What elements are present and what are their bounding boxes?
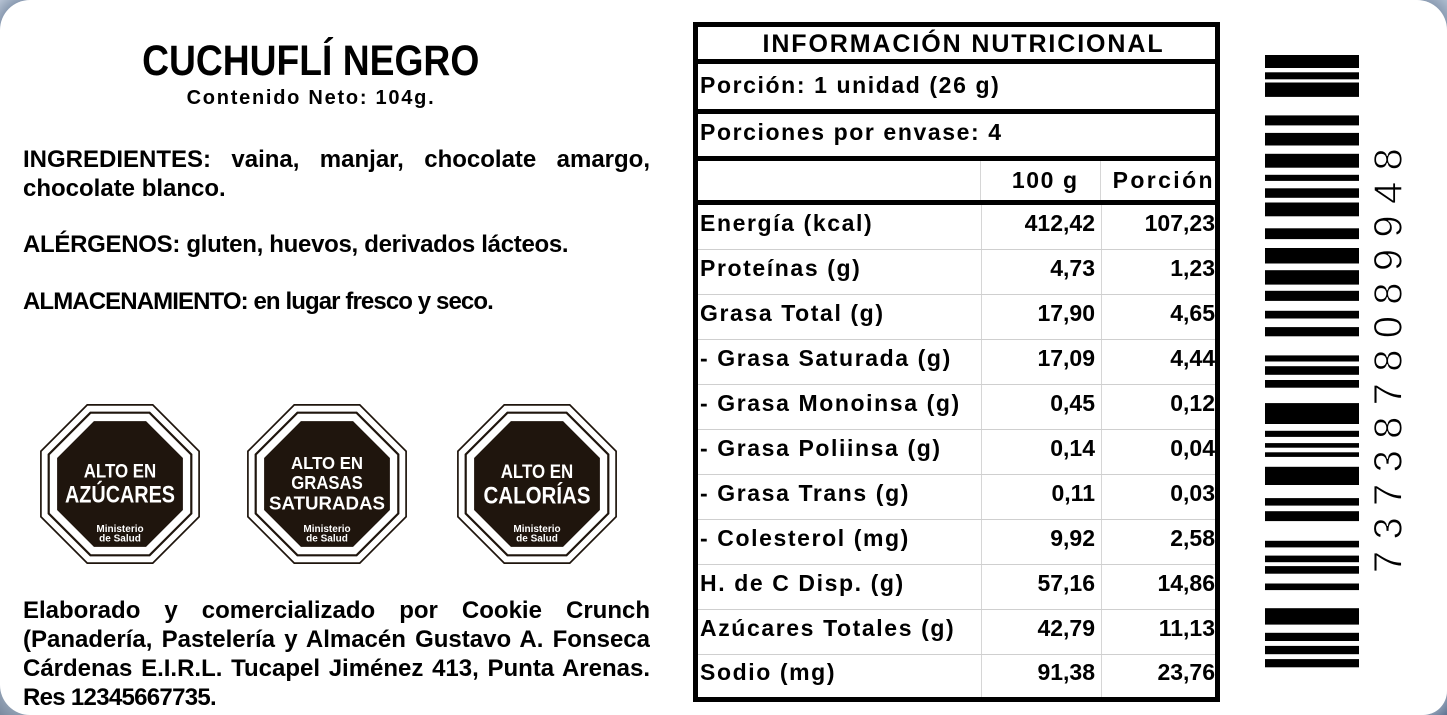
svg-text:ALTO EN: ALTO EN bbox=[84, 462, 157, 483]
svg-text:Ministerio: Ministerio bbox=[96, 524, 143, 535]
svg-text:ALTO EN: ALTO EN bbox=[501, 462, 574, 483]
svg-text:de Salud: de Salud bbox=[306, 534, 348, 545]
svg-text:de Salud: de Salud bbox=[516, 534, 558, 545]
svg-text:ALTO EN: ALTO EN bbox=[291, 453, 363, 473]
svg-text:SATURADAS: SATURADAS bbox=[269, 494, 385, 514]
svg-text:Ministerio: Ministerio bbox=[303, 524, 350, 535]
svg-text:GRASAS: GRASAS bbox=[291, 473, 363, 493]
svg-text:Ministerio: Ministerio bbox=[513, 524, 560, 535]
svg-text:de Salud: de Salud bbox=[99, 534, 141, 545]
svg-text:AZÚCARES: AZÚCARES bbox=[65, 481, 175, 509]
svg-text:CALORÍAS: CALORÍAS bbox=[484, 481, 591, 509]
